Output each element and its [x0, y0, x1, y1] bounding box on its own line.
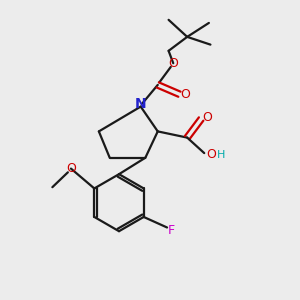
- Text: H: H: [217, 150, 226, 160]
- Text: N: N: [135, 97, 146, 111]
- Text: F: F: [168, 224, 175, 237]
- Text: O: O: [181, 88, 190, 101]
- Text: O: O: [168, 57, 178, 70]
- Text: O: O: [66, 162, 76, 175]
- Text: O: O: [206, 148, 216, 161]
- Text: O: O: [202, 111, 212, 124]
